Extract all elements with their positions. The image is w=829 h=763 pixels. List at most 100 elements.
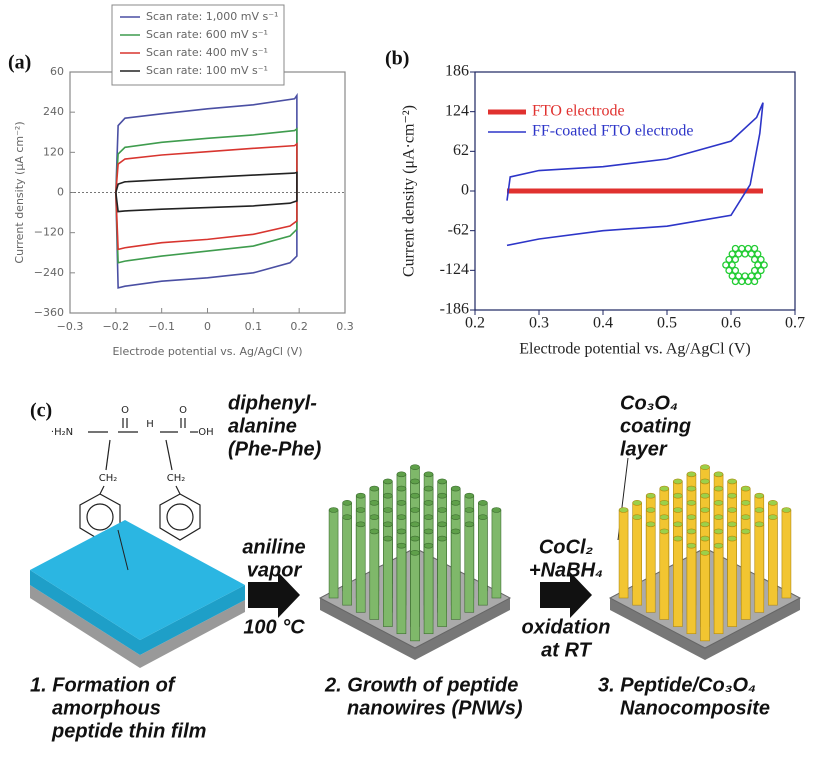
nanowire-top xyxy=(343,500,352,505)
diagram-text: alanine xyxy=(228,415,297,437)
nanowire-top xyxy=(687,529,696,534)
nanowire-top xyxy=(370,500,379,505)
diagram-text: coating xyxy=(620,415,691,437)
nanowire-top xyxy=(687,472,696,477)
legend-label: Scan rate: 400 mV s⁻¹ xyxy=(146,46,268,59)
y-tick-label: -186 xyxy=(440,301,469,318)
nanowire-top xyxy=(741,486,750,491)
nanowire xyxy=(768,517,777,605)
nanowire xyxy=(741,531,750,619)
diagram-text: 100 °C xyxy=(243,616,305,638)
nanowire-top xyxy=(451,486,460,491)
nanowire-top xyxy=(451,515,460,520)
nanowire-top xyxy=(701,479,710,484)
nanowire-top xyxy=(424,472,433,477)
figure: (c) −0.3−0.2−0.100.10.20.3602401200−120−… xyxy=(0,0,829,763)
nanowire-top xyxy=(741,529,750,534)
nanowire-top xyxy=(633,515,642,520)
series-line xyxy=(116,129,297,263)
panel-label: (a) xyxy=(8,52,31,74)
nanowire-top xyxy=(755,493,764,498)
nanowire-top xyxy=(397,529,406,534)
nanowire xyxy=(438,539,447,627)
y-tick-label: -62 xyxy=(448,221,469,238)
nanowire-top xyxy=(755,508,764,513)
nanowire-top xyxy=(673,508,682,513)
nanowire-top xyxy=(768,515,777,520)
x-tick-label: 0 xyxy=(204,320,211,333)
nanowire-top xyxy=(411,522,420,527)
legend-label: FF-coated FTO electrode xyxy=(532,123,693,140)
x-tick-label: 0.4 xyxy=(593,315,613,332)
diagram-text: Co₃O₄ xyxy=(620,392,678,414)
legend-label: Scan rate: 100 mV s⁻¹ xyxy=(146,64,268,77)
nanowire-top xyxy=(451,500,460,505)
diagram-text: aniline xyxy=(242,536,305,558)
diagram-text: peptide thin film xyxy=(51,720,206,742)
nanowire xyxy=(673,539,682,627)
nanowire xyxy=(619,510,628,598)
nanowire-top xyxy=(370,529,379,534)
nanowire-top xyxy=(728,522,737,527)
nanowire-top xyxy=(633,500,642,505)
nanowire-top xyxy=(383,508,392,513)
nanowire xyxy=(356,524,365,612)
nanowire xyxy=(701,553,710,641)
diagram-text: +NaBH₄ xyxy=(529,559,603,581)
diagram-text: CH₂ xyxy=(167,473,186,484)
nanowire xyxy=(329,510,338,598)
nanowire xyxy=(478,517,487,605)
nanowire-top xyxy=(714,472,723,477)
nanowire-top xyxy=(673,522,682,527)
nanowire-top xyxy=(343,515,352,520)
y-tick-label: 0 xyxy=(461,182,469,199)
nanowire-top xyxy=(397,515,406,520)
nanowire-top xyxy=(397,500,406,505)
nanowire-top xyxy=(728,493,737,498)
nanowire xyxy=(397,546,406,634)
diagram-text: 1. Formation of xyxy=(30,674,177,696)
nanowire-top xyxy=(411,465,420,470)
nanowire xyxy=(633,517,642,605)
nanowire-top xyxy=(411,550,420,555)
nanowire-top xyxy=(755,522,764,527)
nanowire-top xyxy=(741,515,750,520)
diagram-text: OH xyxy=(198,427,213,438)
y-tick-label: −240 xyxy=(34,266,64,279)
nanowire-top xyxy=(465,493,474,498)
y-tick-label: −360 xyxy=(34,306,64,319)
diagram-text: O xyxy=(121,405,129,416)
x-axis-label: Electrode potential vs. Ag/AgCl (V) xyxy=(112,345,302,358)
nanowire-top xyxy=(701,508,710,513)
nanowire-top xyxy=(383,536,392,541)
nanowire-top xyxy=(424,486,433,491)
x-tick-label: −0.2 xyxy=(102,320,129,333)
lattice-node xyxy=(761,262,767,268)
nanowire-top xyxy=(397,543,406,548)
nanowire-top xyxy=(397,472,406,477)
x-tick-label: 0.3 xyxy=(336,320,354,333)
nanowire-top xyxy=(714,486,723,491)
nanowire xyxy=(465,524,474,612)
nanowire-top xyxy=(465,508,474,513)
nanowire-top xyxy=(411,536,420,541)
nanowire-top xyxy=(424,529,433,534)
y-tick-label: 240 xyxy=(43,105,64,118)
nanowire-top xyxy=(438,508,447,513)
nanowire xyxy=(660,531,669,619)
nanowire-top xyxy=(673,536,682,541)
diagram-text: vapor xyxy=(247,559,303,581)
diagram-text: CoCl₂ xyxy=(539,536,594,558)
nanowire xyxy=(383,539,392,627)
diagram-text: Nanocomposite xyxy=(620,697,770,719)
nanowire-top xyxy=(714,500,723,505)
nanowire xyxy=(646,524,655,612)
nanowire-top xyxy=(728,508,737,513)
diagram-text: ·H₂N xyxy=(51,427,73,438)
nanowire xyxy=(424,546,433,634)
nanowire-top xyxy=(714,529,723,534)
legend-label: Scan rate: 600 mV s⁻¹ xyxy=(146,28,268,41)
nanowire-top xyxy=(424,500,433,505)
nanowire-top xyxy=(356,493,365,498)
x-tick-label: 0.7 xyxy=(785,315,805,332)
